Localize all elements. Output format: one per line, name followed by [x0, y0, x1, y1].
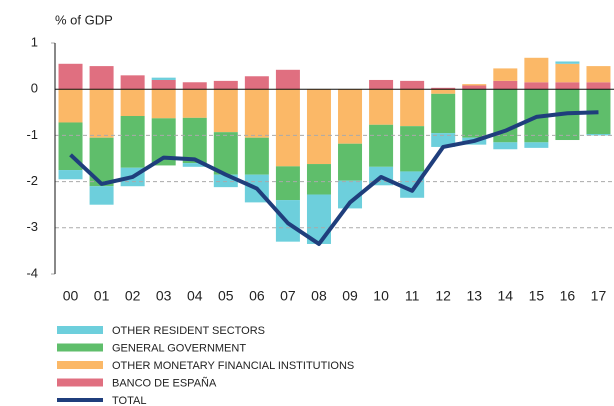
bar-segment — [462, 84, 487, 86]
bar-segment — [400, 80, 425, 90]
bar-segment — [400, 171, 425, 198]
legend-label: OTHER RESIDENT SECTORS — [112, 325, 265, 337]
bar-segment — [89, 89, 114, 138]
x-tick-label: 05 — [218, 288, 234, 304]
y-tick-label: -4 — [26, 265, 38, 280]
total-line — [69, 110, 599, 246]
bar-segment — [524, 57, 549, 83]
x-tick-label: 06 — [249, 288, 265, 304]
bar-segment — [58, 170, 83, 180]
bar-segment — [120, 115, 145, 168]
bar-segment — [120, 75, 145, 90]
bar-segment — [213, 80, 238, 90]
y-tick-label: 0 — [31, 81, 38, 96]
bar-segment — [275, 89, 300, 167]
bar-segment — [462, 89, 487, 138]
legend-label: OTHER MONETARY FINANCIAL INSTITUTIONS — [112, 360, 354, 372]
bar-segment — [182, 89, 207, 118]
bar-segment — [524, 82, 549, 90]
bar-segment — [213, 89, 238, 133]
x-tick-label: 02 — [125, 288, 141, 304]
x-tick-label: 01 — [94, 288, 110, 304]
legend-swatch — [57, 361, 103, 369]
bar-segment — [586, 66, 611, 83]
bar-segment — [400, 126, 425, 172]
bar-segment — [338, 143, 363, 181]
bar-segment — [586, 134, 611, 136]
bar-segment — [462, 85, 487, 90]
bar-segment — [244, 76, 269, 90]
y-tick-label: -1 — [26, 127, 38, 142]
bar-segment — [120, 89, 145, 116]
bar-segment — [431, 133, 456, 147]
legend-label: TOTAL — [112, 395, 146, 406]
bar-segment — [244, 137, 269, 175]
x-tick-label: 11 — [405, 288, 420, 304]
legend-label: BANCO DE ESPAÑA — [112, 376, 217, 389]
x-tick-label: 17 — [591, 288, 607, 304]
bar-segment — [586, 82, 611, 90]
bar-segment — [555, 61, 580, 64]
bar-segment — [182, 82, 207, 90]
bar-segment — [151, 89, 176, 119]
legend-label: GENERAL GOVERNMENT — [112, 342, 246, 354]
x-tick-label: 04 — [187, 288, 203, 304]
bar-segment — [493, 80, 518, 90]
bar-segment — [89, 137, 114, 187]
bar-segment — [431, 93, 456, 134]
x-tick-label: 14 — [498, 288, 514, 304]
x-tick-label: 13 — [466, 288, 482, 304]
bar-segment — [58, 63, 83, 90]
bar-segment — [151, 79, 176, 90]
legend-swatch — [57, 343, 103, 352]
bar-segment — [431, 87, 456, 90]
bar-segment — [89, 66, 114, 90]
bar-segment — [306, 164, 331, 195]
bar-segment — [369, 124, 394, 167]
bar-segment — [275, 69, 300, 90]
legend-swatch — [57, 378, 103, 387]
x-tick-label: 07 — [280, 288, 296, 304]
bar-segment — [555, 63, 580, 83]
bar-segment — [58, 89, 83, 123]
bar-segment — [182, 163, 207, 167]
bar-segment — [493, 68, 518, 81]
x-tick-label: 15 — [529, 288, 545, 304]
y-axis-title: % of GDP — [55, 12, 113, 27]
bar-segment — [244, 89, 269, 138]
bar-segment — [400, 89, 425, 127]
bar-segment — [275, 166, 300, 201]
y-tick-label: -2 — [26, 173, 38, 188]
legend-swatch — [57, 326, 103, 334]
bar-segment — [182, 117, 207, 164]
bar-segment — [369, 79, 394, 90]
x-tick-label: 03 — [156, 288, 172, 304]
y-tick-label: 1 — [31, 34, 38, 49]
bar-segment — [555, 82, 580, 90]
bar-segment — [306, 89, 331, 165]
legend-swatch — [57, 398, 103, 402]
bar-segment — [338, 89, 363, 144]
x-tick-label: 00 — [63, 288, 79, 304]
bar-segment — [369, 89, 394, 125]
x-tick-label: 12 — [435, 288, 451, 304]
x-tick-label: 16 — [560, 288, 576, 304]
x-tick-label: 09 — [342, 288, 358, 304]
y-tick-label: -3 — [26, 219, 38, 234]
bar-segment — [431, 89, 456, 94]
bar-segment — [89, 186, 114, 205]
x-tick-label: 10 — [373, 288, 389, 304]
bar-segment — [493, 142, 518, 150]
bar-segment — [151, 77, 176, 80]
bar-segment — [213, 132, 238, 175]
bar-segment — [524, 142, 549, 148]
x-tick-label: 08 — [311, 288, 327, 304]
